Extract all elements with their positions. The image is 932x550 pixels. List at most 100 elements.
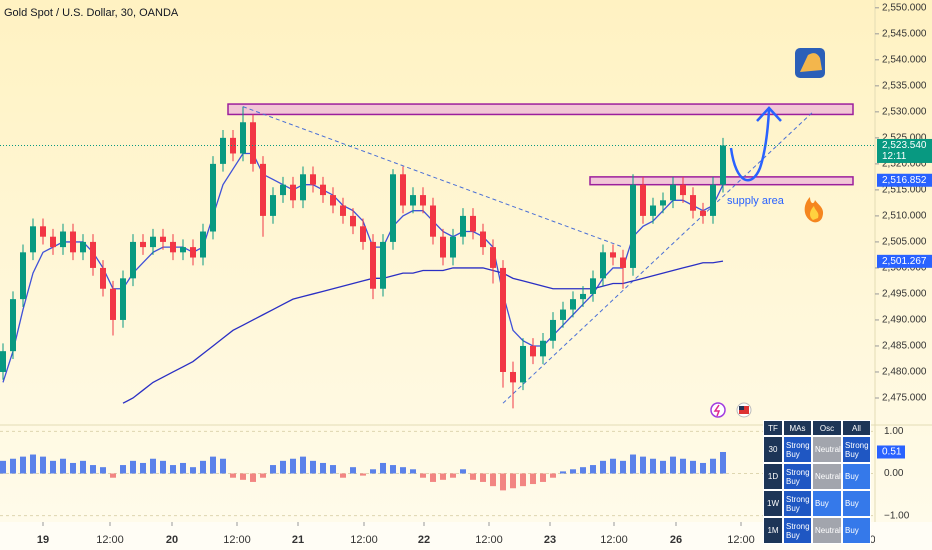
table-cell: Strong Buy bbox=[783, 436, 812, 463]
table-cell: Buy bbox=[842, 490, 871, 517]
y-tick-label: 2,525.000 bbox=[882, 133, 927, 144]
osc-tick-label: −1.00 bbox=[884, 510, 910, 521]
osc-bar bbox=[300, 456, 306, 474]
candle-body bbox=[480, 231, 486, 248]
candle-body bbox=[200, 231, 206, 258]
osc-bar bbox=[410, 469, 416, 474]
osc-bar bbox=[150, 458, 156, 474]
candle-body bbox=[100, 267, 106, 289]
table-cell: Neutral bbox=[812, 463, 842, 490]
osc-bar bbox=[40, 456, 46, 474]
candle-body bbox=[670, 184, 676, 201]
osc-bar bbox=[320, 462, 326, 474]
x-tick-label: 26 bbox=[670, 534, 682, 546]
candle-body bbox=[610, 252, 616, 258]
event-icon[interactable] bbox=[710, 402, 726, 418]
osc-bar bbox=[210, 456, 216, 474]
osc-bar bbox=[450, 473, 456, 478]
osc-bar bbox=[670, 456, 676, 474]
osc-bar bbox=[590, 465, 596, 474]
osc-bar bbox=[510, 473, 516, 489]
candle-body bbox=[40, 226, 46, 237]
osc-bar bbox=[380, 462, 386, 474]
x-tick-label: 20 bbox=[166, 534, 178, 546]
osc-bar bbox=[480, 473, 486, 482]
candle-body bbox=[690, 195, 696, 211]
osc-bar bbox=[140, 462, 146, 474]
osc-bar bbox=[200, 460, 206, 474]
osc-bar bbox=[370, 469, 376, 474]
osc-bar bbox=[710, 458, 716, 474]
y-tick-label: 2,515.000 bbox=[882, 185, 927, 196]
price-tag bbox=[877, 254, 932, 268]
osc-bar bbox=[310, 460, 316, 474]
candle-body bbox=[500, 267, 506, 372]
oscillator-panel bbox=[0, 430, 875, 517]
osc-bar bbox=[580, 467, 586, 474]
osc-bar bbox=[630, 454, 636, 474]
osc-bar bbox=[230, 473, 236, 478]
table-cell: Strong Buy bbox=[783, 490, 812, 517]
candle-body bbox=[60, 231, 66, 248]
x-tick-label: 19 bbox=[37, 534, 49, 546]
osc-bar bbox=[390, 465, 396, 474]
candle-body bbox=[590, 278, 596, 294]
osc-current-tag bbox=[877, 445, 905, 459]
osc-bar bbox=[280, 460, 286, 474]
bell-shape bbox=[800, 53, 822, 72]
table-cell: 1M bbox=[763, 517, 783, 544]
table-cell: TF bbox=[763, 420, 783, 436]
table-cell: 1D bbox=[763, 463, 783, 490]
osc-bar bbox=[50, 460, 56, 474]
table-cell: Buy bbox=[842, 463, 871, 490]
y-tick-label: 2,505.000 bbox=[882, 237, 927, 248]
osc-bar bbox=[430, 473, 436, 482]
candle-body bbox=[420, 195, 426, 206]
candle-body bbox=[360, 226, 366, 242]
candle-body bbox=[310, 174, 316, 185]
osc-bar bbox=[560, 471, 566, 474]
candle-body bbox=[370, 241, 376, 289]
osc-bar bbox=[700, 462, 706, 474]
osc-bar bbox=[500, 473, 506, 491]
candle-body bbox=[10, 299, 16, 352]
osc-bar bbox=[30, 454, 36, 474]
osc-bar bbox=[620, 460, 626, 474]
y-tick-label: 2,530.000 bbox=[882, 106, 927, 117]
candle-body bbox=[250, 122, 256, 164]
candle-body bbox=[270, 195, 276, 216]
candle-body bbox=[570, 299, 576, 310]
osc-bar bbox=[540, 473, 546, 482]
candle-body bbox=[280, 184, 286, 196]
candle-body bbox=[20, 252, 26, 300]
osc-bar bbox=[0, 460, 6, 474]
candle-body bbox=[0, 351, 6, 372]
osc-bar bbox=[190, 467, 196, 474]
candle-body bbox=[80, 241, 86, 253]
candle-body bbox=[390, 174, 396, 242]
y-tick-label: 2,475.000 bbox=[882, 393, 927, 404]
candle-body bbox=[400, 174, 406, 206]
osc-bar bbox=[690, 460, 696, 474]
candle-body bbox=[640, 184, 646, 216]
osc-bar bbox=[550, 473, 556, 478]
osc-bar bbox=[70, 462, 76, 474]
osc-bar bbox=[420, 473, 426, 478]
table-cell: All bbox=[842, 420, 871, 436]
osc-bar bbox=[260, 473, 266, 478]
table-cell: Osc bbox=[812, 420, 842, 436]
osc-bar bbox=[680, 458, 686, 474]
candle-body bbox=[330, 195, 336, 206]
osc-bar bbox=[400, 467, 406, 474]
candle-body bbox=[320, 184, 326, 196]
table-cell: 30 bbox=[763, 436, 783, 463]
price-tag-label: 2,516.852 bbox=[882, 175, 927, 186]
osc-current-label: 0.51 bbox=[882, 447, 902, 458]
x-tick-label: 21 bbox=[292, 534, 304, 546]
osc-bar bbox=[110, 473, 116, 478]
osc-bar bbox=[10, 458, 16, 474]
annotation: supply area bbox=[727, 195, 785, 207]
table-cell: Strong Buy bbox=[783, 517, 812, 544]
candle-body bbox=[230, 137, 236, 154]
